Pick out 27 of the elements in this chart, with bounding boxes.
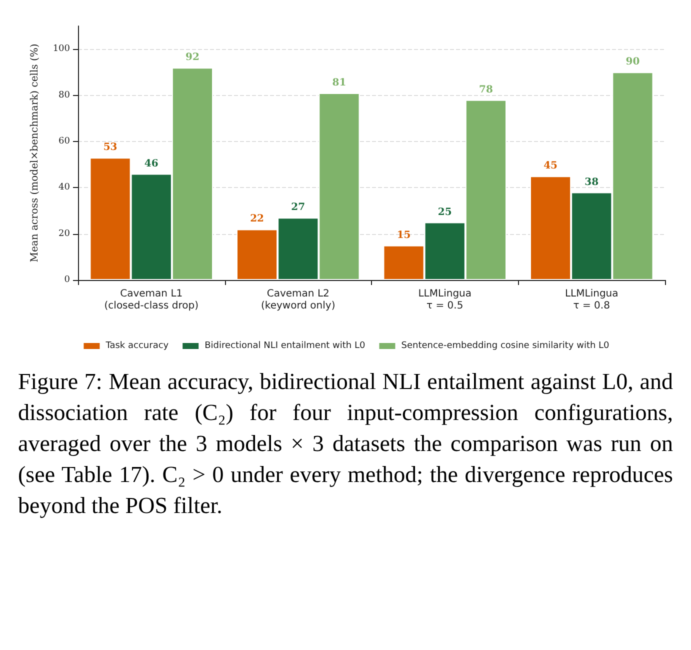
x-tick-label: LLMLingua τ = 0.5: [418, 288, 472, 312]
caption: Figure 7: Mean accuracy, bidirectional NLI entailment against L0, and dissociation rate (C₂) for four input-compression configurations, averaged over the 3 models × 3 datasets the comparison was run on (see Table 17). C₂ > 0 under every method; the divergence reproduces beyond the POS filter.: [17, 368, 674, 520]
data-label: 78: [479, 84, 493, 96]
data-label: 92: [186, 52, 200, 64]
data-label: 45: [544, 160, 558, 172]
x-tick-label: LLMLingua τ = 0.8: [564, 288, 618, 312]
data-label: 38: [584, 176, 599, 188]
x-tick-label: Caveman L1 (closed-class drop): [104, 288, 199, 312]
y-tick-label: 100: [52, 44, 70, 54]
data-label: 22: [250, 214, 264, 225]
legend-label: Bidirectional NLI entailment with L0: [204, 341, 366, 351]
data-label: 53: [103, 142, 118, 154]
data-label: 15: [396, 230, 411, 241]
y-tick-label: 80: [58, 90, 70, 100]
legend-label: Sentence-embedding cosine similarity with L0: [401, 341, 610, 351]
data-label: 25: [438, 206, 452, 218]
data-label: 27: [291, 202, 306, 214]
legend-label: Task accuracy: [104, 341, 170, 351]
y-tick-label: 40: [58, 182, 70, 193]
data-label: 46: [144, 158, 158, 170]
data-label: 90: [626, 56, 640, 68]
y-tick-label: 20: [58, 228, 70, 239]
y-axis-title: Mean across (model×benchmark) cells (%): [30, 44, 40, 262]
data-label: 81: [332, 77, 346, 88]
y-tick-label: 60: [58, 136, 70, 146]
y-tick-label: 0: [64, 275, 70, 285]
x-tick-label: Caveman L2 (keyword only): [261, 288, 336, 312]
